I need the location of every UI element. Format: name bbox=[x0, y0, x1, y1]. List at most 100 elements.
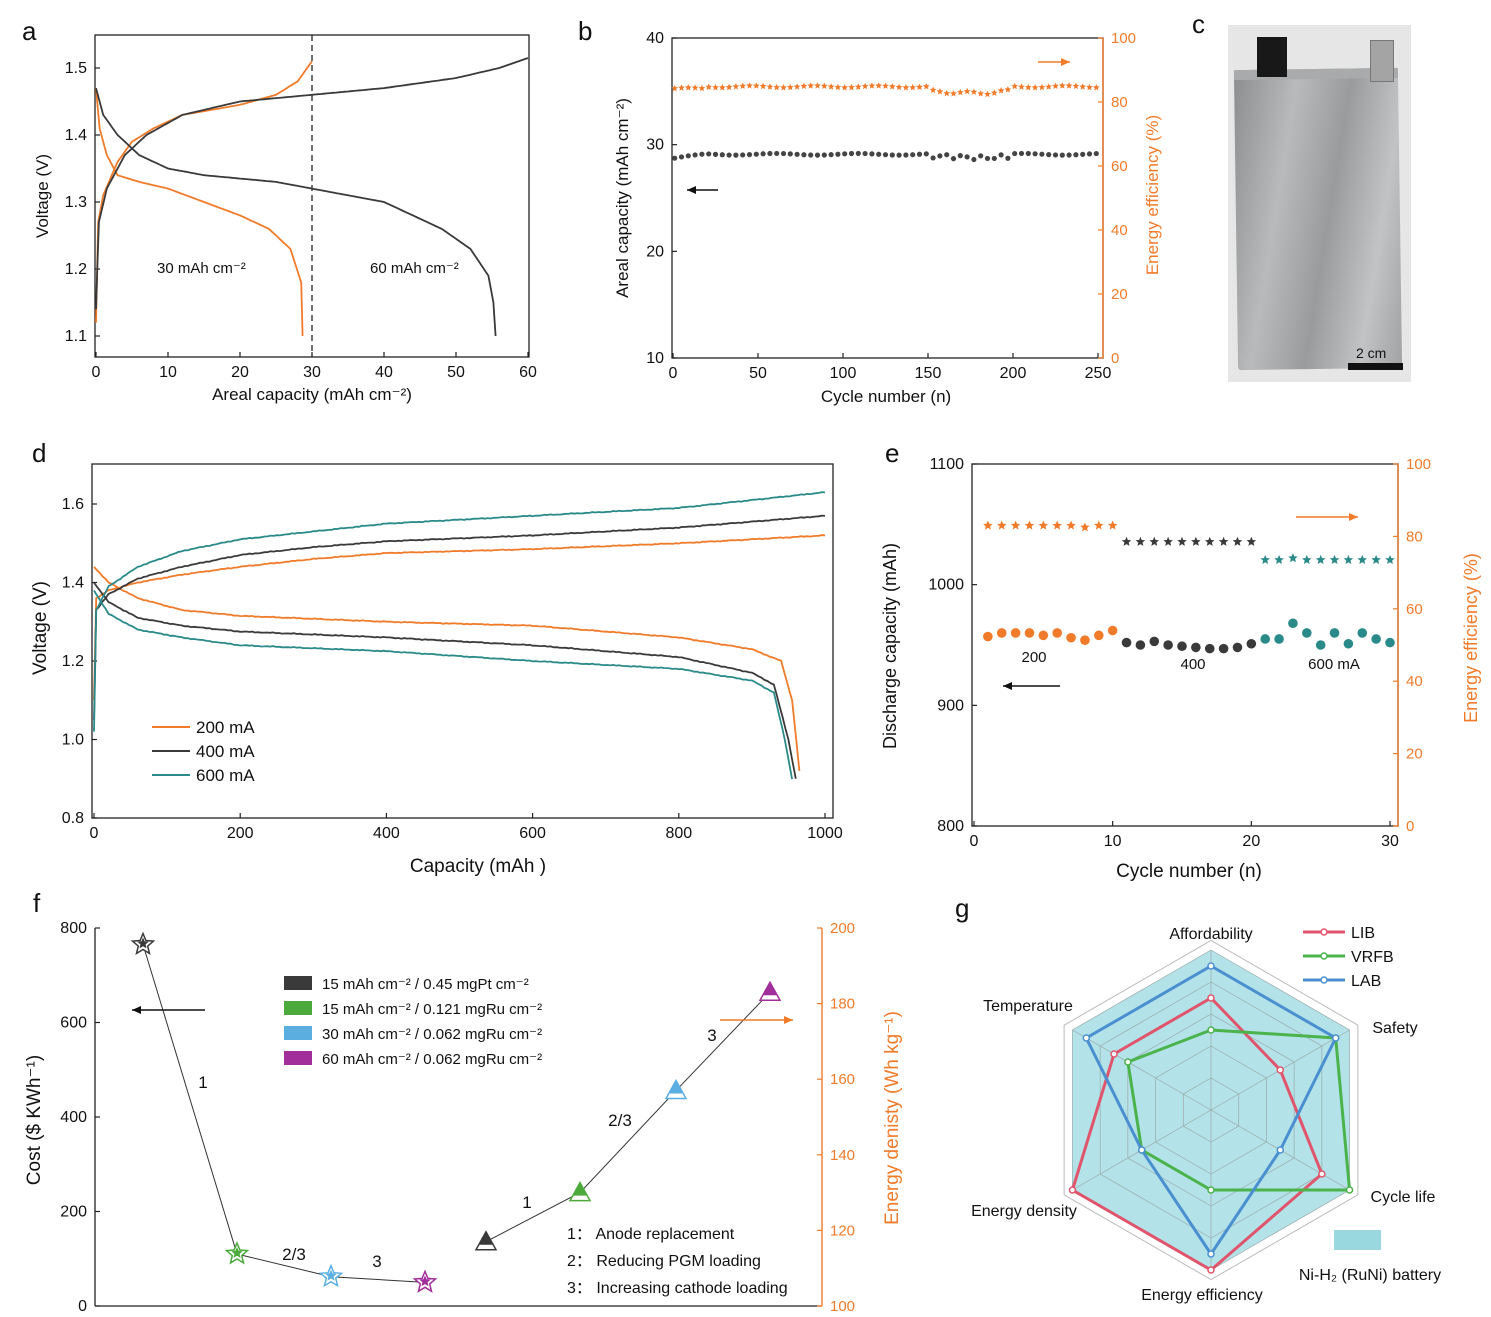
panel-b-capacity-point bbox=[950, 156, 957, 162]
panel-b-xlabel: Cycle number (n) bbox=[821, 387, 951, 406]
panel-e-efficiency-point bbox=[1218, 536, 1229, 546]
panel-b-capacity-point bbox=[1086, 151, 1093, 157]
panel-e-efficiency-point bbox=[1135, 536, 1146, 546]
panel-d-curve bbox=[93, 534, 826, 701]
panel-d-legend-label: 400 mA bbox=[196, 742, 255, 761]
panel-b-efficiency-point bbox=[875, 82, 883, 89]
panel-f-y2-tick-label: 200 bbox=[830, 920, 855, 937]
panel-d-x-tick-label: 0 bbox=[90, 825, 99, 842]
panel-g-fill-label: Ni-H₂ (RuNi) battery bbox=[1299, 1267, 1441, 1284]
panel-a-curve bbox=[95, 87, 497, 337]
panel-g-point bbox=[1068, 1186, 1077, 1194]
panel-b-efficiency-point bbox=[684, 84, 692, 91]
panel-b-capacity-point bbox=[937, 153, 943, 159]
panel-f-y2-tick-label: 140 bbox=[830, 1147, 855, 1164]
panel-b-capacity-point bbox=[767, 150, 773, 157]
panel-b-capacity-point bbox=[991, 155, 997, 162]
panel-b-capacity-point bbox=[821, 152, 827, 158]
panel-b-efficiency-point bbox=[882, 82, 889, 89]
panel-d-ylabel: Voltage (V) bbox=[30, 581, 51, 675]
panel-b-capacity-point bbox=[971, 156, 977, 163]
panel-f-energy-triangle-fill bbox=[669, 1080, 683, 1094]
panel-label-g: g bbox=[955, 893, 969, 923]
panel-b-y2-tick-label: 0 bbox=[1111, 350, 1119, 367]
panel-e-efficiency-point bbox=[1343, 554, 1354, 564]
panel-b-capacity-point bbox=[814, 152, 821, 158]
panel-b-capacity-point bbox=[944, 152, 950, 158]
panel-d-curve bbox=[93, 514, 826, 720]
panel-label-b: b bbox=[578, 16, 592, 46]
panel-e-capacity-point bbox=[1149, 636, 1160, 647]
panel-e-capacity-point bbox=[1371, 634, 1381, 644]
panel-b-capacity-point bbox=[1012, 150, 1018, 157]
panel-a-y-tick-label: 1.5 bbox=[65, 60, 87, 77]
panel-g-outer-ring bbox=[1063, 939, 1359, 1281]
panel-a-x-tick-label: 10 bbox=[159, 364, 177, 381]
panel-d-x-tick-label: 1000 bbox=[807, 825, 843, 842]
panel-g-legend-marker bbox=[1320, 976, 1328, 984]
panel-b-capacity-point bbox=[1039, 151, 1045, 157]
panel-g-point bbox=[1207, 994, 1215, 1002]
panel-f-y-tick-label: 800 bbox=[60, 920, 87, 937]
panel-f-note: 3： Increasing cathode loading bbox=[567, 1280, 788, 1297]
tab-silver bbox=[1370, 40, 1394, 82]
panel-e-efficiency-point bbox=[1107, 520, 1118, 530]
panel-b-efficiency-point bbox=[1018, 83, 1025, 90]
panel-d-x-tick-label: 200 bbox=[227, 825, 254, 842]
panel-b-capacity-point bbox=[808, 152, 814, 158]
panel-b-efficiency-point bbox=[902, 84, 910, 91]
panel-e-capacity-point bbox=[1191, 642, 1201, 653]
panel-e-annotation: 200 bbox=[1021, 649, 1046, 666]
panel-b-y2-tick-label: 40 bbox=[1111, 222, 1128, 239]
panel-d-x-tick-label: 800 bbox=[665, 825, 692, 842]
panel-b-efficiency-point bbox=[766, 83, 774, 90]
panel-e-x-tick-label: 30 bbox=[1381, 833, 1399, 850]
panel-a-x-tick-label: 60 bbox=[519, 364, 537, 381]
panel-e-annotation: 400 bbox=[1180, 656, 1205, 673]
panel-e-capacity-point bbox=[983, 631, 993, 642]
panel-e-efficiency-point bbox=[1121, 536, 1132, 546]
panel-b-capacity-point bbox=[964, 154, 970, 160]
panel-e-efficiency-point bbox=[1205, 536, 1215, 546]
panel-f-cost-star-inner bbox=[419, 1275, 431, 1287]
panel-d-legend-label: 200 mA bbox=[196, 718, 255, 737]
panel-g-point bbox=[1110, 1050, 1118, 1058]
panel-f-cost-star-inner bbox=[325, 1269, 337, 1281]
panel-b-capacity-point bbox=[1018, 150, 1025, 157]
panel-d-y-tick-label: 1.0 bbox=[62, 732, 84, 749]
panel-b-efficiency-point bbox=[820, 82, 828, 89]
panel-b-efficiency-point bbox=[725, 83, 733, 91]
panel-b-efficiency-point bbox=[1024, 83, 1032, 91]
panel-a-x-tick-label: 50 bbox=[447, 364, 465, 381]
panel-a-y-tick-label: 1.2 bbox=[65, 261, 87, 278]
panel-b-efficiency-point bbox=[950, 90, 957, 97]
panel-e-efficiency-point bbox=[1177, 536, 1187, 546]
panel-e-capacity-point bbox=[1232, 642, 1243, 653]
panel-b-efficiency-point bbox=[916, 83, 923, 90]
panel-g-axis-label: Energy efficiency bbox=[1141, 1287, 1263, 1304]
scale-bar bbox=[1348, 363, 1403, 370]
panel-e-x-tick-label: 20 bbox=[1242, 833, 1260, 850]
panel-d-curve bbox=[93, 491, 826, 732]
panel-e-y2-tick-label: 20 bbox=[1406, 746, 1423, 763]
panel-f-legend-swatch bbox=[284, 1001, 312, 1015]
panel-f-legend-label: 15 mAh cm⁻² / 0.121 mgRu cm⁻² bbox=[322, 1001, 542, 1018]
panel-b-capacity-point bbox=[1059, 152, 1065, 158]
panel-e-annotation: 600 mA bbox=[1308, 656, 1360, 673]
panel-d-y-tick-label: 0.8 bbox=[62, 810, 84, 827]
panel-b-x-tick-label: 100 bbox=[830, 365, 857, 382]
panel-e-efficiency-point bbox=[1260, 554, 1270, 564]
panel-b-efficiency-point bbox=[671, 84, 679, 92]
panel-a-annotation: 30 mAh cm⁻² bbox=[157, 260, 246, 277]
panel-f-step-label: 2/3 bbox=[608, 1111, 632, 1130]
panel-e-capacity-point bbox=[1357, 628, 1368, 638]
panel-e-capacity-point bbox=[1343, 638, 1354, 649]
panel-b-arrow-left-head bbox=[687, 186, 696, 194]
panel-b-capacity-point bbox=[835, 151, 841, 157]
panel-f-cost-star-inner bbox=[137, 937, 149, 949]
panel-b-efficiency-point bbox=[691, 84, 699, 91]
panel-b-ylabel: Areal capacity (mAh cm⁻²) bbox=[613, 98, 632, 298]
panel-b-capacity-point bbox=[1032, 151, 1038, 157]
panel-b-capacity-point bbox=[923, 151, 929, 157]
